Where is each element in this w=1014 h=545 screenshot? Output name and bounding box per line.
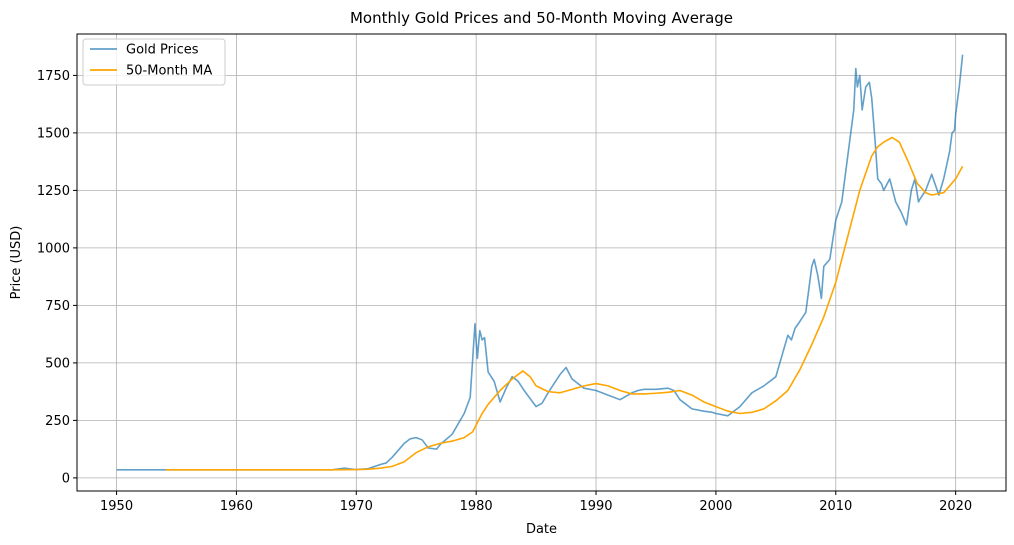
y-tick-label: 500 <box>45 356 70 371</box>
x-tick-label: 2010 <box>819 499 852 514</box>
x-tick-label: 1950 <box>100 499 133 514</box>
x-tick-label: 1980 <box>460 499 493 514</box>
y-tick-label: 1750 <box>37 69 70 84</box>
x-axis-label: Date <box>526 522 557 537</box>
x-tick-label: 1960 <box>220 499 253 514</box>
y-tick-label: 1250 <box>37 184 70 199</box>
x-tick-label: 1970 <box>340 499 373 514</box>
y-tick-label: 0 <box>62 471 70 486</box>
y-tick-label: 1500 <box>37 126 70 141</box>
legend-box <box>82 38 226 86</box>
x-tick-label: 1990 <box>579 499 612 514</box>
y-axis-label: Price (USD) <box>9 226 24 300</box>
chart-title: Monthly Gold Prices and 50-Month Moving … <box>350 9 733 27</box>
x-tick-label: 2000 <box>699 499 732 514</box>
y-tick-label: 1000 <box>37 241 70 256</box>
legend-label-moving-average: 50-Month MA <box>126 64 212 79</box>
series-line-moving-average <box>165 136 964 471</box>
y-tick-label: 250 <box>45 414 70 429</box>
legend: Gold Prices 50-Month MA <box>82 38 226 86</box>
legend-label-gold-prices: Gold Prices <box>126 43 199 58</box>
x-tick-label: 2020 <box>939 499 972 514</box>
series-layer <box>116 54 964 471</box>
axis-ticks: 1950 1960 1970 1980 1990 2000 2010 2020 0 250 500 7… <box>37 69 972 514</box>
series-line-gold-prices <box>116 54 964 471</box>
y-tick-label: 750 <box>45 299 70 314</box>
plot-frame <box>76 33 1007 492</box>
